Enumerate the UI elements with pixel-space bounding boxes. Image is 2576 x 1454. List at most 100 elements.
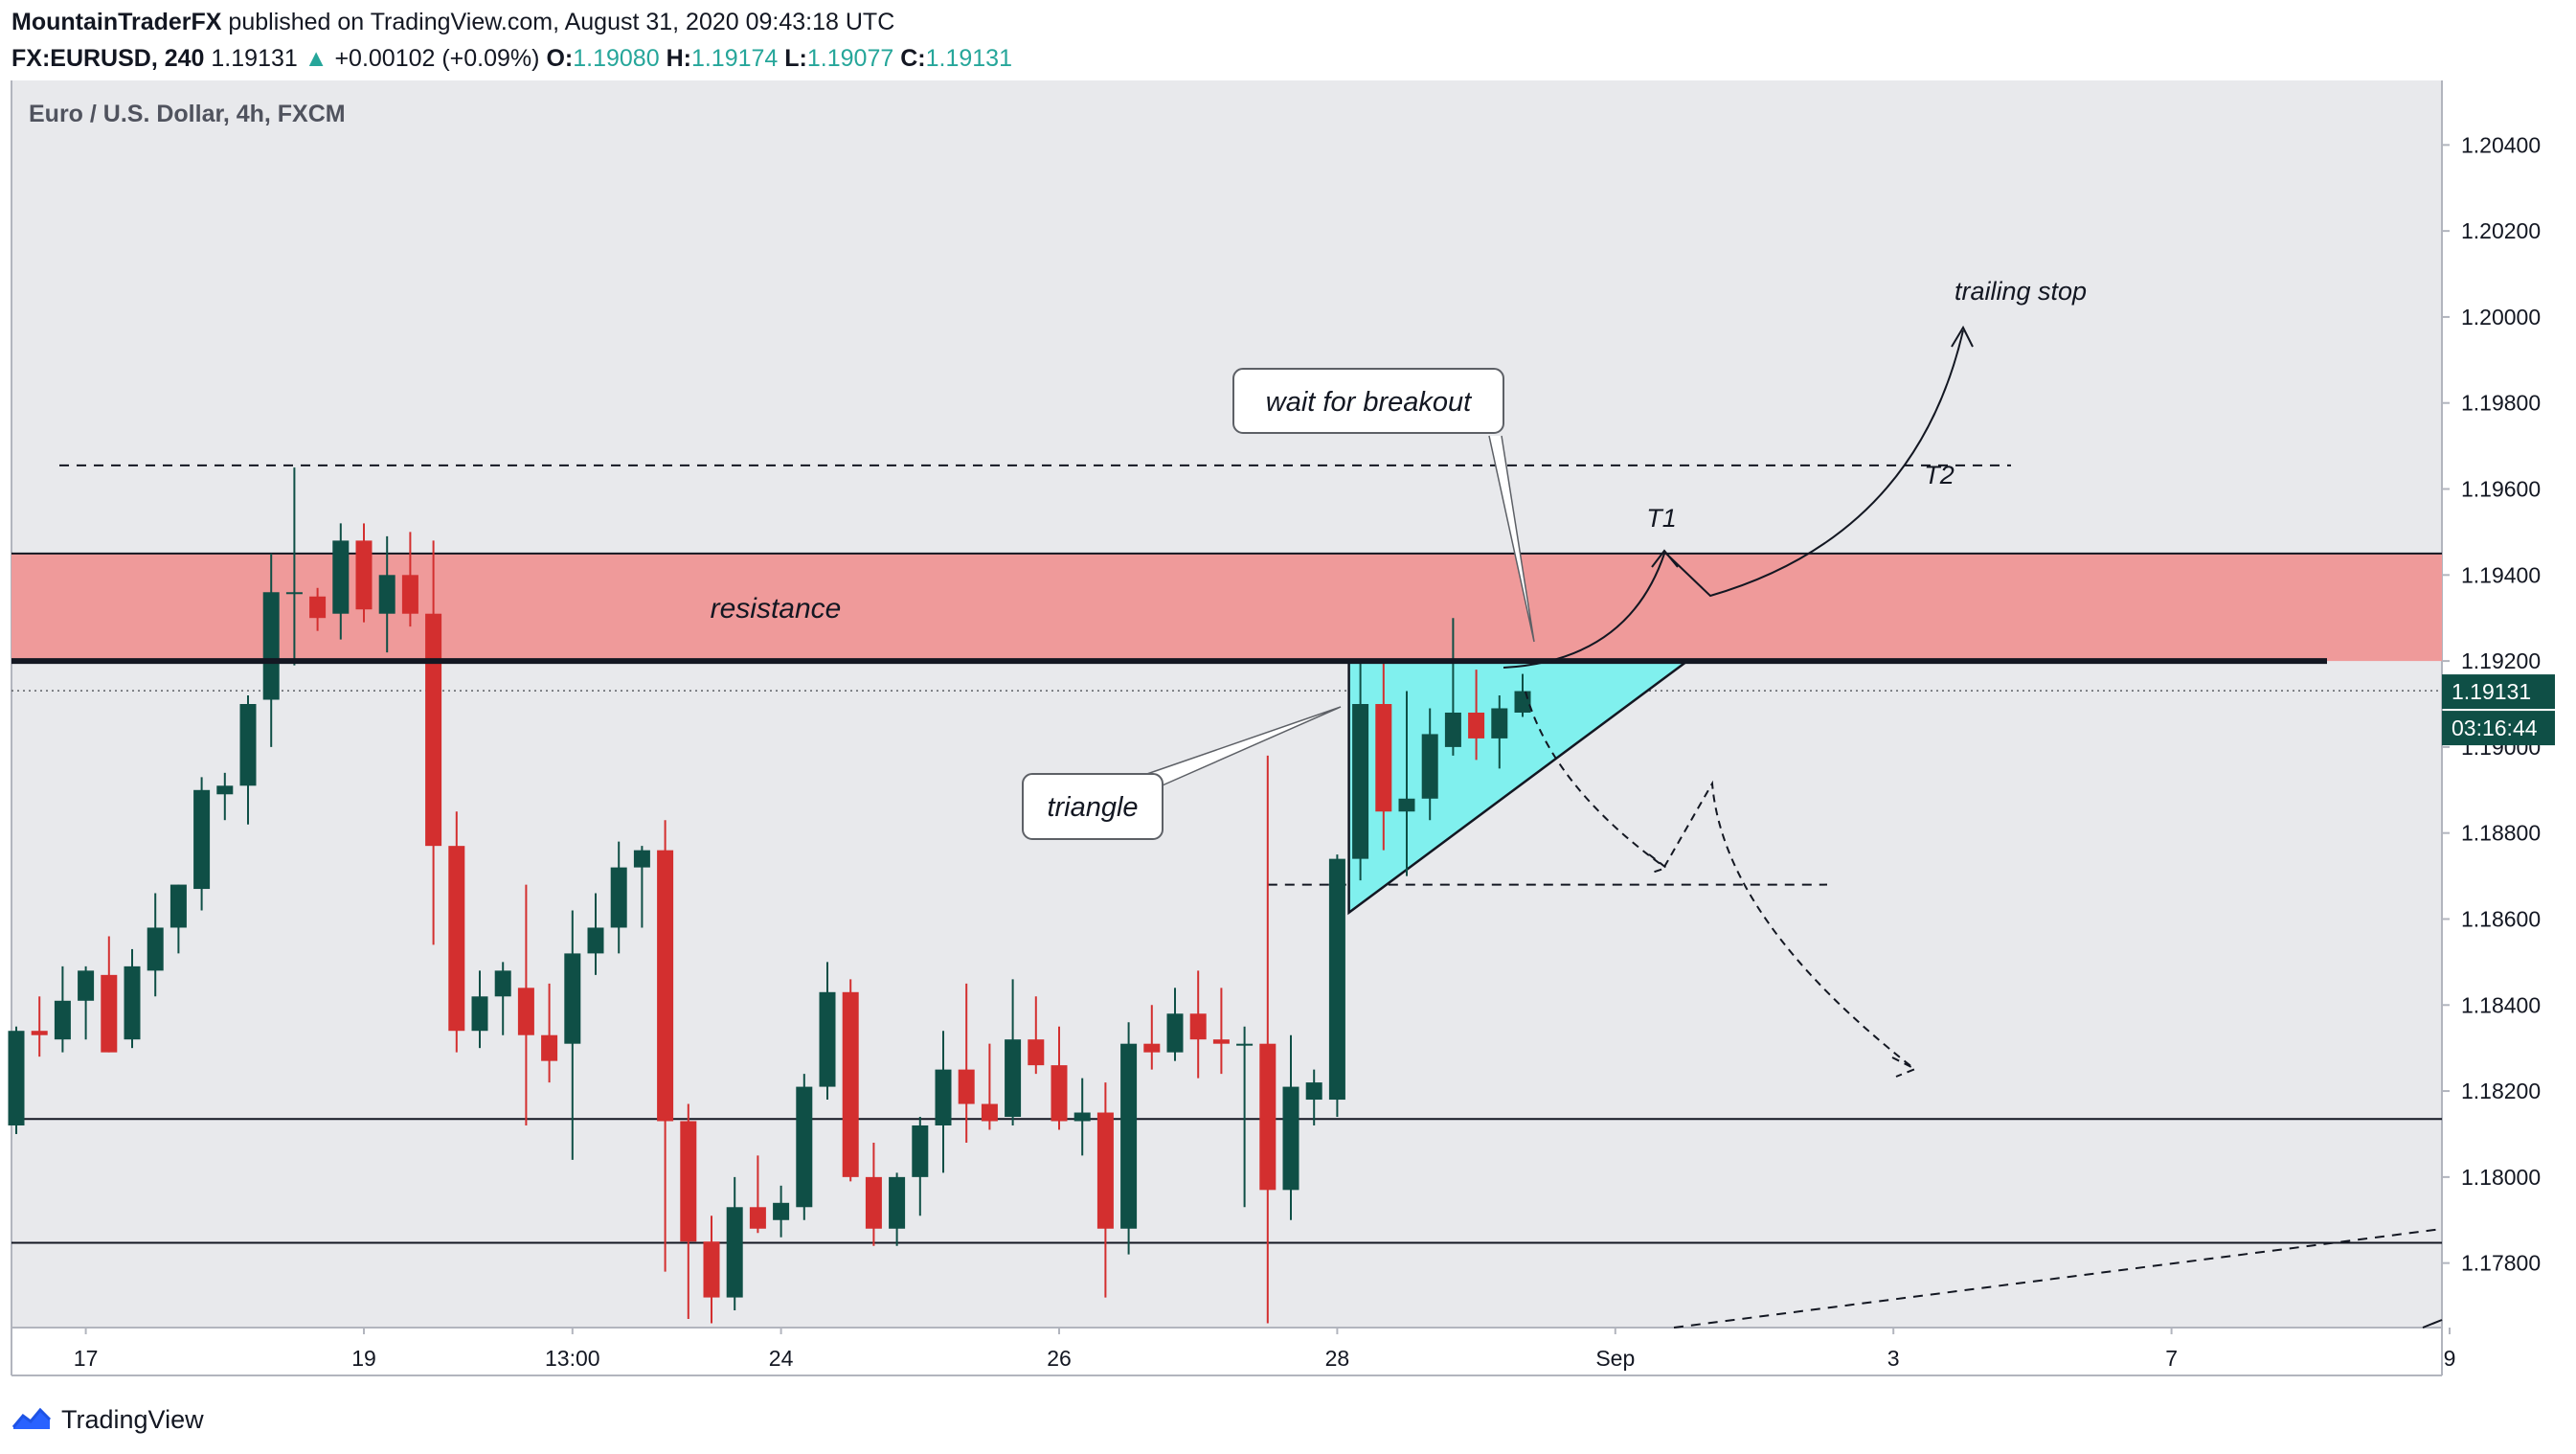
- candle-body: [610, 867, 627, 928]
- candle-body: [517, 988, 534, 1035]
- candle-body: [147, 927, 164, 971]
- candle-body: [355, 540, 373, 610]
- close-value: 1.19131: [925, 45, 1012, 72]
- candle: [633, 846, 650, 928]
- trend-line-edge: [2422, 1319, 2443, 1329]
- bearish-dashed-arrowhead-1: [1648, 853, 1669, 875]
- x-tick-label: 3: [1887, 1346, 1900, 1371]
- candle-body: [703, 1241, 720, 1298]
- candle-body: [124, 966, 141, 1040]
- candle: [1143, 1005, 1161, 1070]
- candle-body: [448, 846, 465, 1032]
- candle-body: [193, 789, 211, 890]
- candle-body: [262, 592, 280, 700]
- trailing-stop-arrowhead: [1951, 325, 1974, 348]
- resistance-zone: [11, 553, 2442, 662]
- x-tick-label: 13:00: [545, 1346, 600, 1371]
- candle: [1259, 755, 1277, 1324]
- breakout-path-to-t1: [1503, 553, 1665, 669]
- time-axis[interactable]: [11, 1328, 2442, 1375]
- candle: [1096, 1082, 1114, 1298]
- candle: [517, 884, 534, 1125]
- y-axis-labels: 1.20400 1.20200 1.20000 1.19800 1.19600 1.194…: [2442, 132, 2555, 1276]
- candle: [1328, 854, 1345, 1118]
- candle: [1444, 618, 1461, 756]
- y-tick-label: 1.18000: [2461, 1165, 2541, 1190]
- candle: [78, 966, 95, 1040]
- candle: [1468, 670, 1485, 761]
- triangle-label: triangle: [1047, 792, 1138, 823]
- candle-body: [1352, 704, 1369, 859]
- y-tick-label: 1.19800: [2461, 391, 2541, 416]
- candle-body: [1398, 798, 1415, 812]
- candle-body: [541, 1034, 558, 1061]
- candle: [703, 1215, 720, 1324]
- price-chart[interactable]: resistance wait for breakout triangle trai…: [0, 80, 2576, 1393]
- candle-body: [78, 970, 95, 1001]
- x-tick-label: 26: [1047, 1346, 1072, 1371]
- candle: [796, 1074, 813, 1220]
- tradingview-footer[interactable]: TradingView: [11, 1400, 204, 1439]
- candle: [657, 820, 674, 1272]
- candle: [1073, 1078, 1091, 1156]
- candle: [1398, 691, 1415, 876]
- candle: [819, 962, 836, 1101]
- candle-body: [1120, 1043, 1138, 1229]
- open-label: O:: [546, 45, 574, 72]
- ohlc-line: FX:EURUSD, 240 1.19131 ▲ +0.00102 (+0.09…: [11, 42, 1012, 75]
- candle: [935, 1031, 952, 1173]
- plot-area[interactable]: [11, 80, 2442, 1328]
- x-tick-label: 19: [351, 1346, 376, 1371]
- candle: [169, 884, 187, 954]
- candles-layer: [8, 467, 1531, 1324]
- candle-body: [285, 592, 303, 595]
- candle-body: [309, 596, 327, 619]
- candle: [1305, 1069, 1322, 1125]
- candle: [1189, 970, 1207, 1079]
- candle: [1028, 996, 1045, 1075]
- candle: [587, 893, 604, 975]
- publisher-line: MountainTraderFX published on TradingVie…: [11, 6, 1012, 38]
- candle-body: [981, 1103, 998, 1122]
- candle: [1375, 661, 1392, 851]
- last-price-badge: [2442, 674, 2555, 710]
- author-name[interactable]: MountainTraderFX: [11, 9, 222, 35]
- low-label: L:: [784, 45, 807, 72]
- x-axis-labels: 17 19 13:00 24 26 28 Sep 3 7 9: [74, 1328, 2456, 1371]
- y-tick-label: 1.20200: [2461, 218, 2541, 243]
- tradingview-logo-icon: [11, 1407, 52, 1429]
- candle-body: [31, 1031, 48, 1035]
- candle-body: [1051, 1065, 1068, 1122]
- candle-body: [633, 850, 650, 868]
- candle: [1236, 1026, 1254, 1208]
- candle-body: [1421, 734, 1438, 799]
- candle: [1282, 1034, 1299, 1220]
- candle: [564, 910, 581, 1160]
- candle-body: [494, 970, 511, 997]
- candle-body: [1166, 1013, 1184, 1053]
- candle-body: [1375, 704, 1392, 812]
- candle-body: [1282, 1086, 1299, 1191]
- y-tick-label: 1.19200: [2461, 648, 2541, 673]
- x-tick-label: 9: [2444, 1346, 2456, 1371]
- candle: [54, 966, 71, 1053]
- y-tick-label: 1.18800: [2461, 821, 2541, 846]
- x-tick-label: Sep: [1595, 1346, 1635, 1371]
- tradingview-brand: TradingView: [61, 1404, 204, 1434]
- high-value: 1.19174: [690, 45, 779, 72]
- candle: [1120, 1022, 1138, 1255]
- candle: [842, 979, 859, 1182]
- candle: [448, 811, 465, 1053]
- candle-body: [1096, 1112, 1114, 1229]
- candle: [610, 841, 627, 954]
- candle-body: [889, 1176, 906, 1229]
- candle: [541, 983, 558, 1083]
- wait-for-breakout-callout: wait for breakout: [1232, 368, 1535, 643]
- candle-body: [1143, 1043, 1161, 1053]
- candle: [1212, 988, 1230, 1075]
- levels-layer: resistance: [11, 464, 2443, 1329]
- candle: [889, 1172, 906, 1246]
- candle: [8, 1026, 25, 1134]
- candle-body: [749, 1207, 766, 1229]
- candle-body: [680, 1121, 697, 1242]
